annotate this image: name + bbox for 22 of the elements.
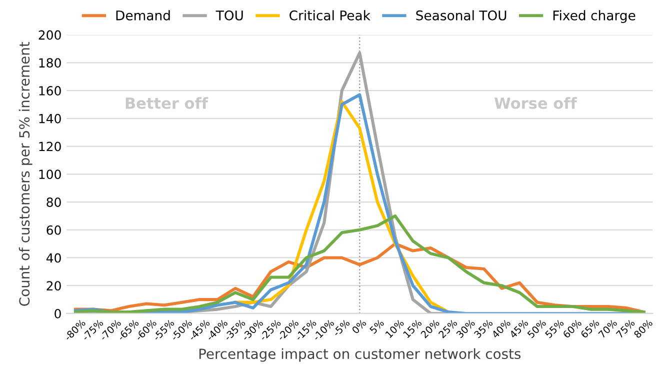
y-tick-label: 200 [38, 30, 61, 40]
legend-label: Critical Peak [290, 10, 370, 20]
y-tick-label: 140 [39, 114, 61, 124]
y-tick-label: 0 [54, 308, 61, 318]
x-axis-title: Percentage impact on customer network costs [199, 348, 521, 362]
y-tick-label: 60 [46, 225, 61, 235]
x-tick-label: 5% [369, 318, 384, 334]
y-tick-label: 100 [39, 170, 61, 180]
legend-label: Demand [116, 10, 170, 20]
x-tick-label: 0% [351, 318, 367, 334]
y-tick-label: 80 [46, 197, 61, 207]
legend-label: TOU [216, 10, 243, 20]
y-tick-label: 180 [39, 58, 61, 68]
legend-label: Fixed charge [553, 10, 636, 23]
y-tick-label: 40 [46, 253, 61, 263]
x-tick-label: -5% [335, 318, 350, 335]
y-tick-label: 20 [46, 281, 61, 291]
line-series [74, 214, 646, 314]
y-tick-label: 120 [39, 142, 61, 152]
y-tick-label: 160 [39, 86, 61, 96]
legend-label: Seasonal TOU [416, 10, 506, 20]
y-axis-title: Count of customers per 5% increment [18, 42, 32, 306]
